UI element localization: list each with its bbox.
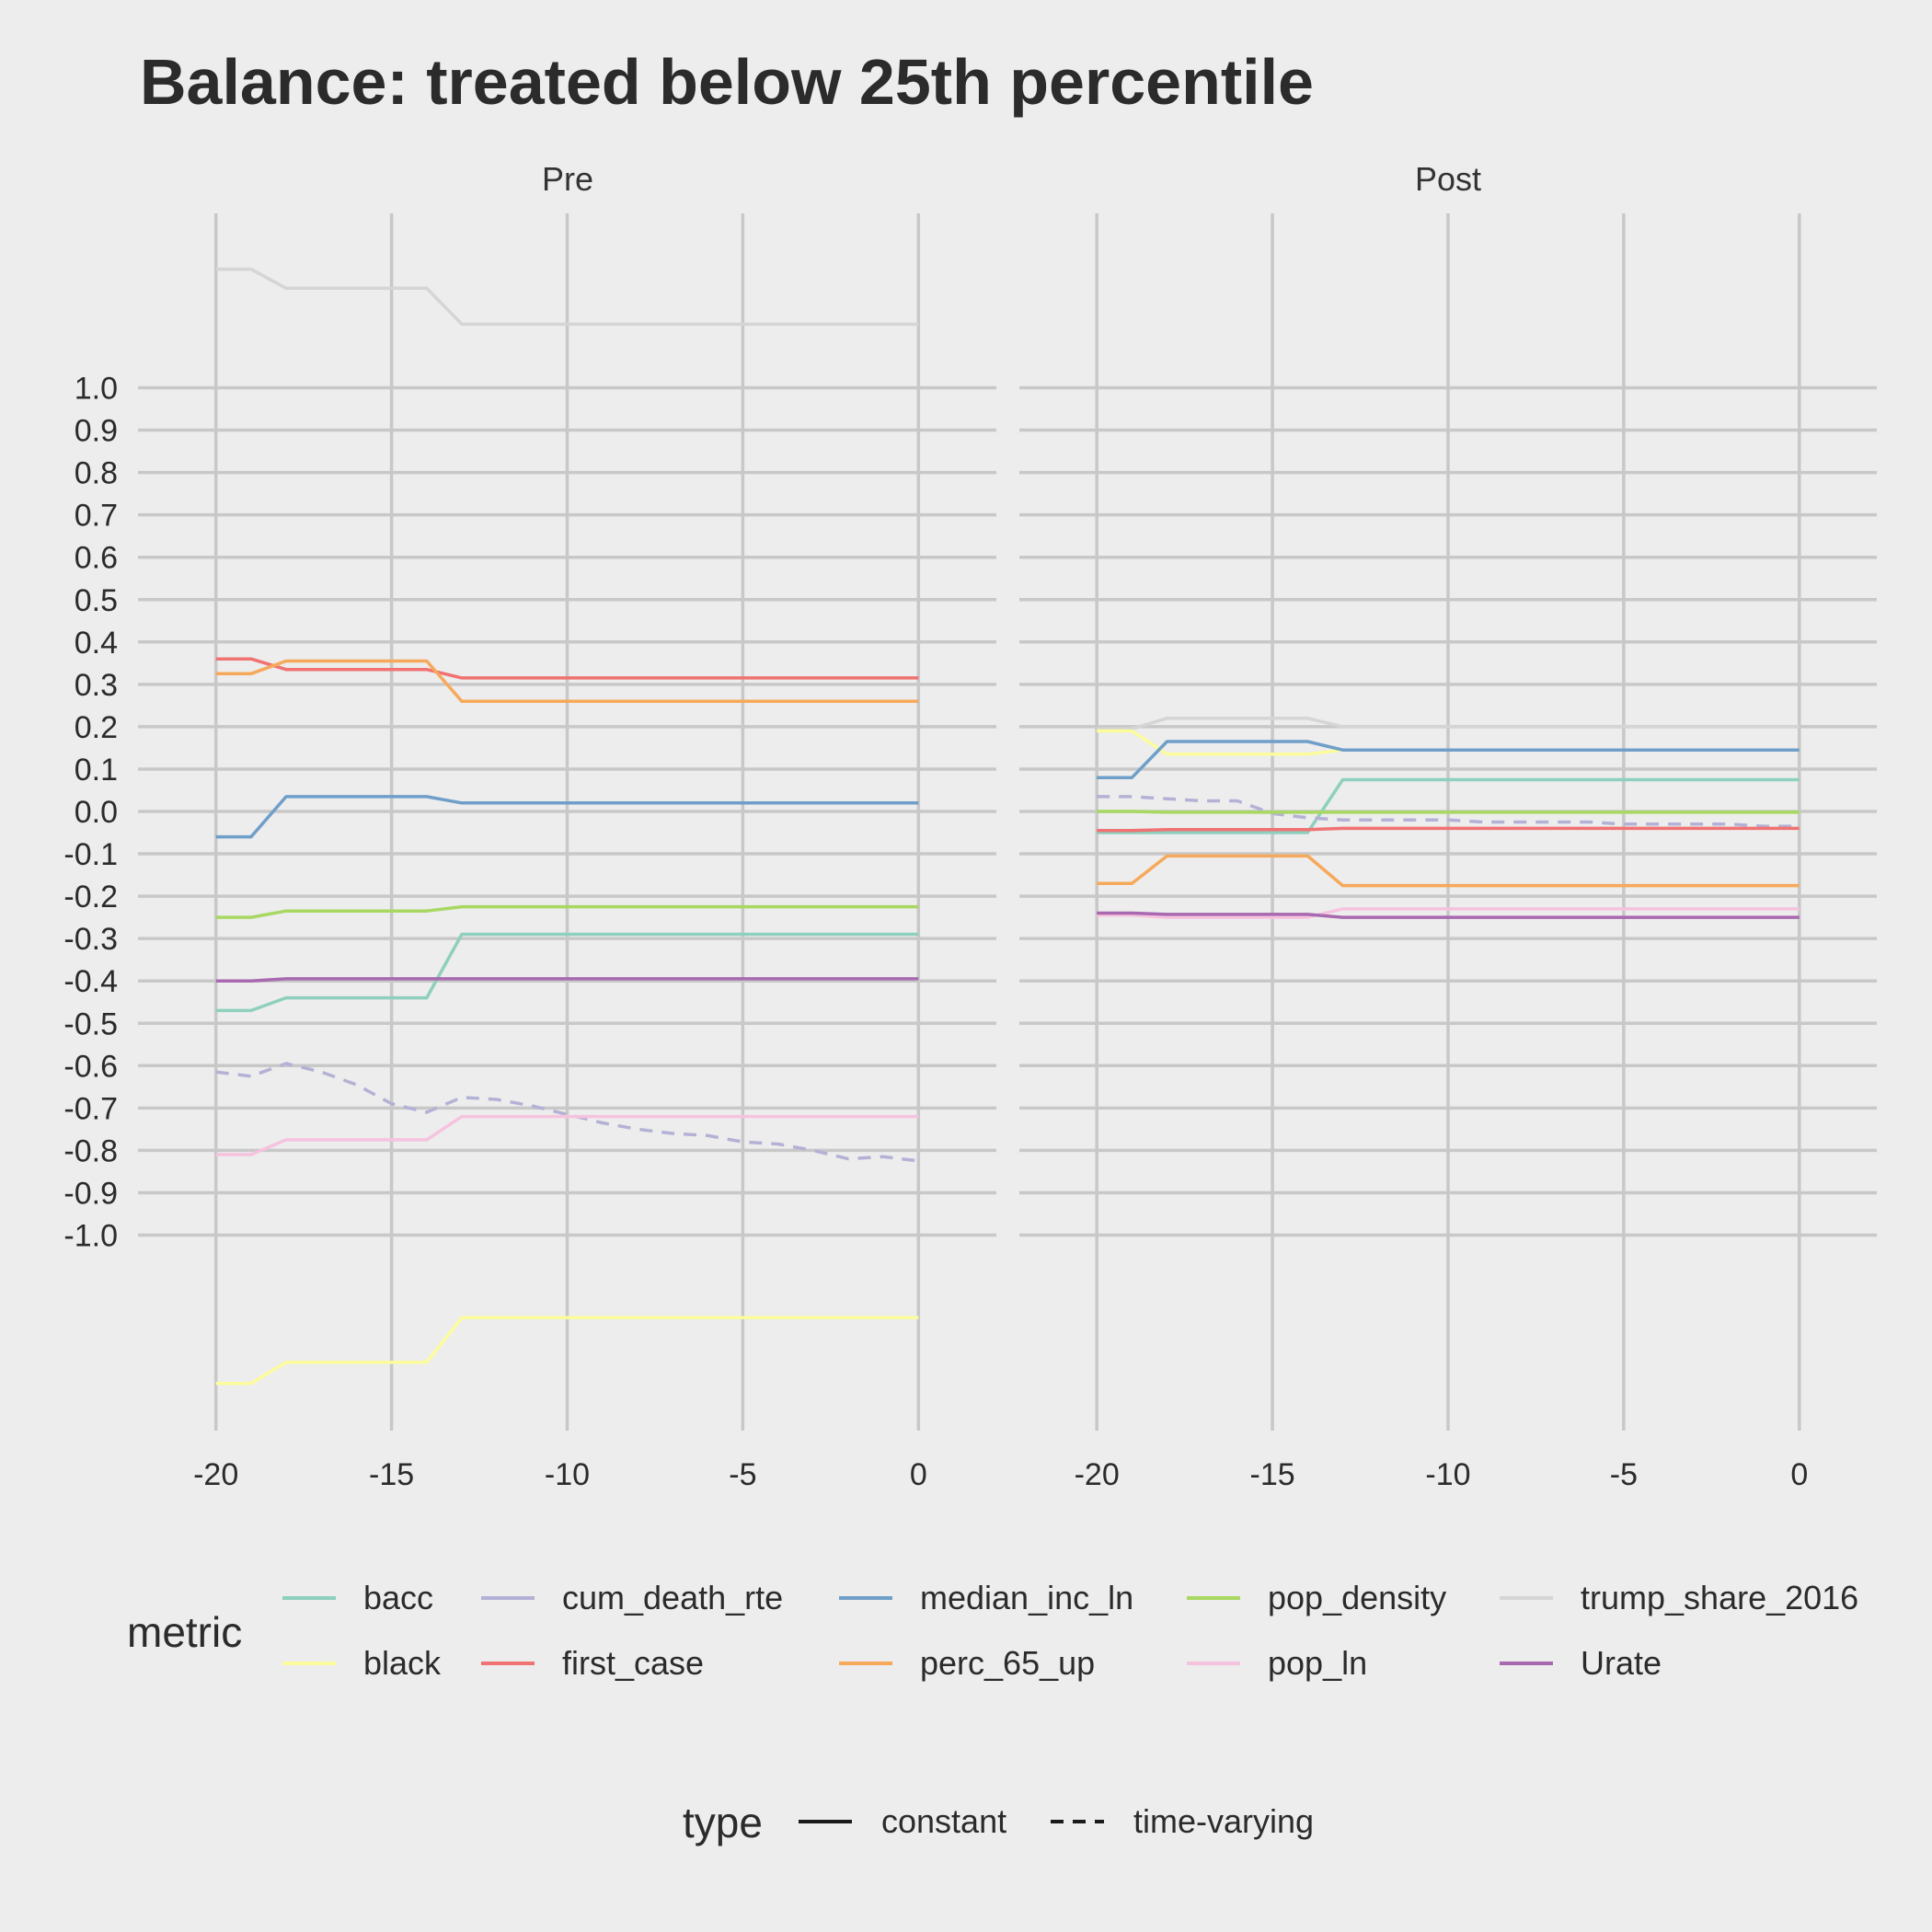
y-tick-label: -0.6 bbox=[63, 1049, 118, 1084]
y-tick-label: 0.6 bbox=[75, 541, 118, 576]
series-line-cum_death_rte bbox=[1097, 795, 1800, 828]
series-line-pop_ln bbox=[1097, 907, 1800, 919]
legend-label-bacc: bacc bbox=[363, 1579, 433, 1616]
y-tick-label: -0.4 bbox=[63, 964, 118, 999]
legend-label-trump_share_2016: trump_share_2016 bbox=[1581, 1579, 1858, 1616]
legend-title-metric: metric bbox=[127, 1608, 242, 1656]
y-tick-label: 0.5 bbox=[75, 583, 118, 618]
x-tick-label: -15 bbox=[369, 1457, 414, 1492]
series-line-bacc bbox=[1097, 777, 1800, 834]
series-line-Urate bbox=[1097, 911, 1800, 919]
y-tick-label: -0.9 bbox=[63, 1176, 118, 1211]
x-tick-label: 0 bbox=[1790, 1457, 1808, 1492]
x-axis: -20 -15 -10 -5 0 -20 -15 -10 -5 0 bbox=[193, 1457, 1808, 1492]
y-tick-label: 0.7 bbox=[75, 499, 118, 534]
series-line-bacc bbox=[215, 932, 919, 1013]
series-line-trump_share_2016 bbox=[215, 267, 919, 327]
y-tick-label: -0.7 bbox=[63, 1091, 118, 1126]
series-line-trump_share_2016 bbox=[1097, 716, 1800, 730]
legend-title-type: type bbox=[683, 1799, 763, 1846]
y-axis: 1.0 0.9 0.8 0.7 0.6 0.5 0.4 0.3 0.2 0.1 0.0 -0.1 -0.… bbox=[63, 372, 118, 1254]
y-tick-label: -1.0 bbox=[63, 1219, 118, 1254]
series-line-black bbox=[215, 1316, 919, 1386]
legend-metric: metric bacc black cum_death_rte first_case m… bbox=[127, 1579, 1858, 1682]
x-tick-label: -10 bbox=[545, 1457, 590, 1492]
y-tick-label: 0.1 bbox=[75, 753, 118, 788]
y-tick-label: -0.2 bbox=[63, 880, 118, 914]
legend-label-perc_65_up: perc_65_up bbox=[920, 1644, 1095, 1682]
facet-strip-label: Post bbox=[1415, 160, 1481, 198]
series-line-median_inc_ln bbox=[215, 795, 919, 839]
series-line-pop_density bbox=[215, 904, 919, 919]
series-line-pop_ln bbox=[215, 1114, 919, 1156]
y-tick-label: 0.8 bbox=[75, 456, 118, 491]
series-line-Urate bbox=[215, 977, 919, 983]
y-tick-label: 1.0 bbox=[75, 372, 118, 407]
series-line-pop_density bbox=[1097, 810, 1800, 814]
legend-label-pop_density: pop_density bbox=[1268, 1579, 1446, 1616]
x-tick-label: 0 bbox=[910, 1457, 927, 1492]
facet-post: Post bbox=[1019, 160, 1877, 1431]
facet-pre: Pre bbox=[138, 160, 996, 1431]
legend-label-time-varying: time-varying bbox=[1133, 1802, 1314, 1840]
y-tick-label: 0.3 bbox=[75, 668, 118, 703]
legend-type-items: constant time-varying bbox=[799, 1802, 1314, 1840]
series-line-median_inc_ln bbox=[1097, 740, 1800, 779]
chart-title: Balance: treated below 25th percentile bbox=[140, 46, 1314, 118]
y-tick-label: -0.1 bbox=[63, 837, 118, 872]
y-tick-label: 0.4 bbox=[75, 626, 118, 661]
y-tick-label: 0.0 bbox=[75, 795, 118, 830]
y-tick-label: -0.8 bbox=[63, 1133, 118, 1168]
y-tick-label: 0.2 bbox=[75, 710, 118, 745]
legend-label-first_case: first_case bbox=[562, 1644, 704, 1682]
series-line-first_case bbox=[1097, 826, 1800, 833]
legend-label-cum_death_rte: cum_death_rte bbox=[562, 1579, 783, 1616]
legend-label-Urate: Urate bbox=[1581, 1644, 1662, 1682]
series-line-first_case bbox=[215, 657, 919, 680]
x-tick-label: -20 bbox=[193, 1457, 238, 1492]
x-tick-label: -20 bbox=[1075, 1457, 1120, 1492]
x-tick-label: -5 bbox=[1610, 1457, 1638, 1492]
facet-panel-post bbox=[1019, 213, 1877, 1431]
legend-label-black: black bbox=[363, 1644, 442, 1682]
y-tick-label: -0.3 bbox=[63, 922, 118, 957]
legend-type: type constant time-varying bbox=[683, 1799, 1314, 1846]
x-tick-label: -15 bbox=[1250, 1457, 1295, 1492]
series-line-perc_65_up bbox=[1097, 854, 1800, 888]
legend-label-median_inc_ln: median_inc_ln bbox=[920, 1579, 1133, 1616]
legend-metric-items: bacc black cum_death_rte first_case median_i… bbox=[282, 1579, 1858, 1682]
series-line-perc_65_up bbox=[215, 659, 919, 704]
y-tick-label: 0.9 bbox=[75, 414, 118, 449]
x-tick-label: -10 bbox=[1425, 1457, 1470, 1492]
y-tick-label: -0.5 bbox=[63, 1006, 118, 1041]
facet-strip-label: Pre bbox=[542, 160, 593, 198]
legend-label-pop_ln: pop_ln bbox=[1268, 1644, 1367, 1682]
x-tick-label: -5 bbox=[729, 1457, 756, 1492]
facet-panel-pre bbox=[138, 213, 996, 1431]
legend-label-constant: constant bbox=[881, 1802, 1006, 1840]
series-line-cum_death_rte bbox=[215, 1062, 919, 1163]
